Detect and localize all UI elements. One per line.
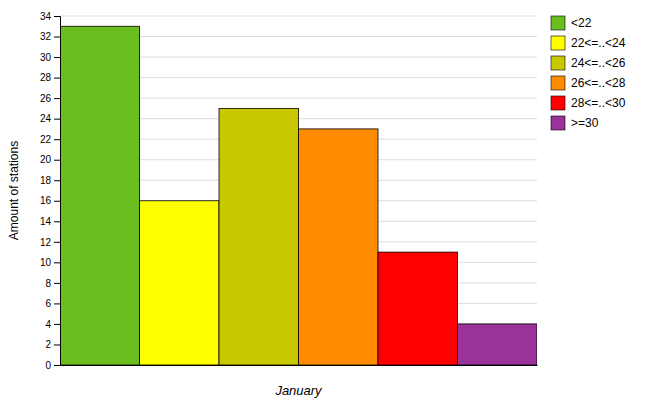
bar <box>60 26 140 365</box>
y-tick-label: 16 <box>40 195 52 206</box>
y-tick: 6 <box>45 298 60 309</box>
y-tick-label: 0 <box>45 360 51 371</box>
y-tick-mark <box>54 78 60 79</box>
y-tick-mark <box>54 119 60 120</box>
grid-line <box>60 16 537 17</box>
y-tick-label: 22 <box>40 134 52 145</box>
y-tick: 2 <box>45 339 60 350</box>
y-tick-mark <box>54 344 60 345</box>
y-tick-label: 20 <box>40 154 52 165</box>
y-tick-label: 12 <box>40 237 52 248</box>
legend-swatch <box>551 96 565 110</box>
y-tick: 28 <box>40 72 60 83</box>
y-tick-label: 14 <box>40 216 52 227</box>
y-tick-label: 18 <box>40 175 52 186</box>
legend-label: 28<=..<30 <box>571 96 626 110</box>
y-tick-label: 32 <box>40 31 52 42</box>
legend-item: 24<=..<26 <box>551 56 626 70</box>
legend-item: <22 <box>551 16 592 30</box>
y-tick-mark <box>54 201 60 202</box>
plot: 0246810121416182022242628303234JanuaryAm… <box>7 11 538 398</box>
y-axis: 0246810121416182022242628303234 <box>40 11 61 371</box>
bar <box>219 108 299 365</box>
y-tick: 30 <box>40 52 60 63</box>
y-tick-mark <box>54 139 60 140</box>
y-tick-label: 28 <box>40 72 52 83</box>
y-tick-label: 24 <box>40 113 52 124</box>
y-tick: 10 <box>40 257 60 268</box>
chart: 0246810121416182022242628303234JanuaryAm… <box>0 0 667 415</box>
y-tick: 0 <box>45 360 60 371</box>
y-tick-label: 34 <box>40 11 52 22</box>
y-tick-mark <box>54 160 60 161</box>
y-axis-title: Amount of stations <box>7 141 21 240</box>
legend-label: <22 <box>571 16 592 30</box>
bar <box>378 252 458 365</box>
y-axis-line <box>54 17 61 366</box>
y-tick: 12 <box>40 237 60 248</box>
y-tick-label: 30 <box>40 52 52 63</box>
y-tick: 34 <box>40 11 60 22</box>
y-tick-mark <box>54 283 60 284</box>
bar <box>299 129 379 365</box>
y-tick-mark <box>54 37 60 38</box>
y-tick-mark <box>54 303 60 304</box>
y-tick: 32 <box>40 31 60 42</box>
legend-item: >=30 <box>551 116 599 130</box>
x-axis-line <box>61 365 538 366</box>
y-tick-mark <box>54 98 60 99</box>
y-tick: 22 <box>40 134 60 145</box>
legend-swatch <box>551 116 565 130</box>
y-tick-label: 6 <box>45 298 51 309</box>
legend-label: 22<=..<24 <box>571 36 626 50</box>
y-tick-label: 26 <box>40 93 52 104</box>
y-tick: 20 <box>40 154 60 165</box>
y-tick-label: 8 <box>45 278 51 289</box>
y-tick: 8 <box>45 278 60 289</box>
y-tick-label: 10 <box>40 257 52 268</box>
y-tick: 16 <box>40 195 60 206</box>
bar <box>458 324 538 365</box>
y-tick-mark <box>54 365 60 366</box>
bar <box>140 201 220 365</box>
legend-swatch <box>551 56 565 70</box>
legend-swatch <box>551 16 565 30</box>
legend-swatch <box>551 36 565 50</box>
legend-swatch <box>551 76 565 90</box>
legend: <22 22<=..<24 24<=..<26 26<=..<28 28<=..<30 >… <box>551 16 626 130</box>
y-tick-mark <box>54 242 60 243</box>
y-tick-mark <box>54 57 60 58</box>
y-tick-mark <box>54 221 60 222</box>
grid <box>60 16 537 365</box>
y-tick: 24 <box>40 113 60 124</box>
x-axis-title: January <box>274 383 323 398</box>
y-tick: 4 <box>45 319 60 330</box>
y-tick-label: 4 <box>45 319 51 330</box>
y-tick-label: 2 <box>45 339 51 350</box>
legend-label: 24<=..<26 <box>571 56 626 70</box>
legend-item: 28<=..<30 <box>551 96 626 110</box>
legend-item: 22<=..<24 <box>551 36 626 50</box>
y-tick: 26 <box>40 93 60 104</box>
y-tick-mark <box>54 16 60 17</box>
legend-label: 26<=..<28 <box>571 76 626 90</box>
bars <box>60 26 537 365</box>
y-tick: 18 <box>40 175 60 186</box>
y-tick-mark <box>54 262 60 263</box>
y-tick: 14 <box>40 216 60 227</box>
x-axis <box>61 365 538 366</box>
legend-label: >=30 <box>571 116 599 130</box>
y-tick-mark <box>54 180 60 181</box>
legend-item: 26<=..<28 <box>551 76 626 90</box>
y-tick-mark <box>54 324 60 325</box>
